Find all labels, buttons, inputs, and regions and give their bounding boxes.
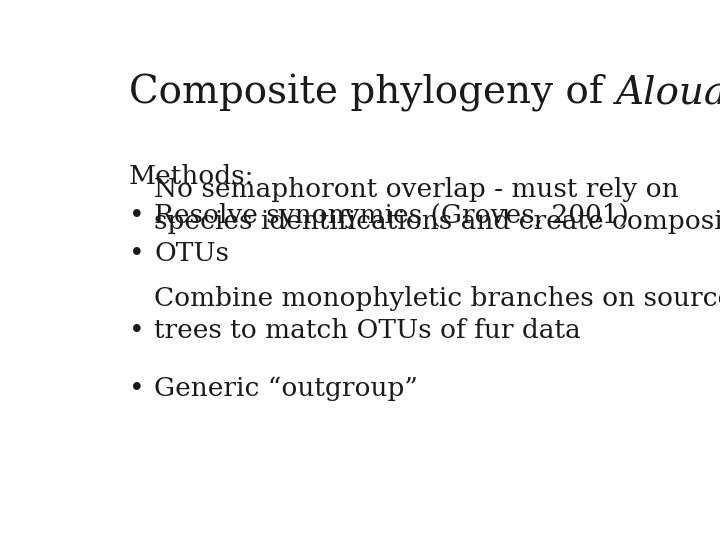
Text: Combine monophyletic branches on source
trees to match OTUs of fur data: Combine monophyletic branches on source … xyxy=(154,286,720,343)
Text: Generic “outgroup”: Generic “outgroup” xyxy=(154,376,418,401)
Text: •: • xyxy=(129,202,145,228)
Text: Resolve synonymies (Groves, 2001): Resolve synonymies (Groves, 2001) xyxy=(154,202,629,228)
Text: •: • xyxy=(129,376,145,401)
Text: Methods:: Methods: xyxy=(129,164,255,189)
Text: Alouatta: Alouatta xyxy=(616,75,720,111)
Text: Composite phylogeny of: Composite phylogeny of xyxy=(129,74,616,112)
Text: No semaphoront overlap - must rely on
species identifications and create composi: No semaphoront overlap - must rely on sp… xyxy=(154,177,720,266)
Text: •: • xyxy=(129,318,145,343)
Text: •: • xyxy=(129,241,145,266)
